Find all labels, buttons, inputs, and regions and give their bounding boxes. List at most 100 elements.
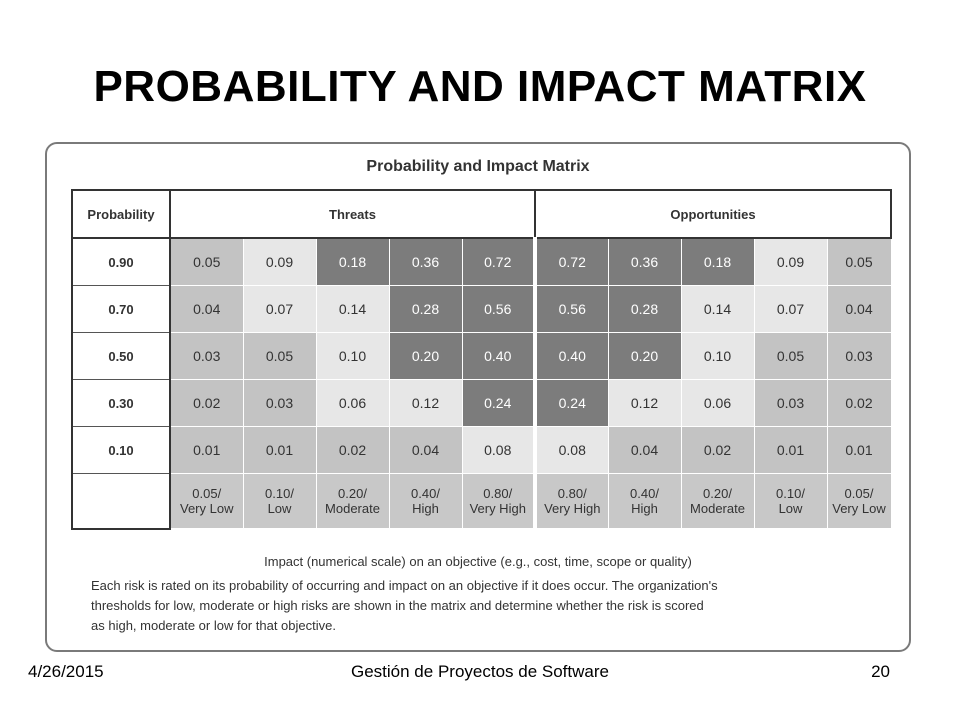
- threats-header: Threats: [169, 189, 536, 239]
- threat-score-cell: 0.40: [461, 332, 536, 380]
- footer-page-number: 20: [871, 662, 890, 681]
- threat-score-cell: 0.05: [242, 332, 317, 380]
- opportunity-score-cell: 0.04: [607, 426, 682, 474]
- threat-score-cell: 0.72: [461, 237, 536, 286]
- matrix-row: 0.30 0.02 0.03 0.06 0.12 0.24 0.24 0.12 0.06 0.03…: [71, 379, 892, 427]
- probability-value: 0.70: [71, 285, 171, 333]
- opportunity-score-cell: 0.02: [680, 426, 755, 474]
- threat-impact-label: 0.40/High: [388, 473, 463, 529]
- probability-value: 0.90: [71, 237, 171, 286]
- opportunity-impact-label: 0.20/Moderate: [680, 473, 755, 529]
- opportunity-score-cell: 0.36: [607, 237, 682, 286]
- impact-level-label: High: [631, 501, 658, 516]
- opportunity-impact-label: 0.40/High: [607, 473, 682, 529]
- opportunity-impact-label: 0.10/Low: [753, 473, 828, 529]
- threat-score-cell: 0.09: [242, 237, 317, 286]
- note-line: thresholds for low, moderate or high ris…: [91, 598, 704, 613]
- impact-level-label: Very Low: [180, 501, 234, 516]
- threat-score-cell: 0.20: [388, 332, 463, 380]
- threat-score-cell: 0.03: [169, 332, 244, 380]
- impact-value: 0.80/: [483, 486, 513, 501]
- opportunity-score-cell: 0.03: [826, 332, 892, 380]
- impact-value: 0.10/: [265, 486, 294, 501]
- threat-score-cell: 0.36: [388, 237, 463, 286]
- threat-score-cell: 0.10: [315, 332, 390, 380]
- impact-axis-caption: Impact (numerical scale) on an objective…: [264, 554, 692, 569]
- opportunities-header: Opportunities: [534, 189, 892, 239]
- opportunity-score-cell: 0.09: [753, 237, 828, 286]
- probability-header: Probability: [71, 189, 171, 239]
- threat-score-cell: 0.12: [388, 379, 463, 427]
- opportunity-score-cell: 0.72: [533, 237, 609, 286]
- impact-scale-row: 0.05/Very Low 0.10/Low 0.20/Moderate 0.40/H…: [71, 473, 892, 530]
- figure-title: Probability and Impact Matrix: [366, 158, 590, 175]
- threat-score-cell: 0.56: [461, 285, 536, 333]
- footer-course: Gestión de Proyectos de Software: [351, 662, 609, 681]
- threat-score-cell: 0.05: [169, 237, 244, 286]
- impact-level-label: Moderate: [690, 501, 745, 516]
- threat-score-cell: 0.28: [388, 285, 463, 333]
- threat-score-cell: 0.07: [242, 285, 317, 333]
- impact-value: 0.05/: [844, 486, 874, 501]
- explanatory-note: Each risk is rated on its probability of…: [91, 576, 891, 636]
- opportunity-score-cell: 0.02: [826, 379, 892, 427]
- threat-score-cell: 0.18: [315, 237, 390, 286]
- opportunity-score-cell: 0.03: [753, 379, 828, 427]
- threat-score-cell: 0.02: [169, 379, 244, 427]
- matrix-row: 0.10 0.01 0.01 0.02 0.04 0.08 0.08 0.04 0.02 0.01…: [71, 426, 892, 474]
- impact-level-label: Moderate: [325, 501, 380, 516]
- threat-score-cell: 0.04: [388, 426, 463, 474]
- opportunity-impact-label: 0.05/Very Low: [826, 473, 892, 529]
- probability-value: 0.50: [71, 332, 171, 380]
- threat-score-cell: 0.14: [315, 285, 390, 333]
- probability-value: 0.30: [71, 379, 171, 427]
- opportunity-score-cell: 0.10: [680, 332, 755, 380]
- threat-impact-label: 0.20/Moderate: [315, 473, 390, 529]
- threat-score-cell: 0.04: [169, 285, 244, 333]
- opportunity-score-cell: 0.04: [826, 285, 892, 333]
- opportunity-impact-label: 0.80/Very High: [533, 473, 609, 529]
- impact-value: 0.40/: [630, 486, 659, 501]
- note-line: as high, moderate or low for that object…: [91, 618, 336, 633]
- matrix-row: 0.50 0.03 0.05 0.10 0.20 0.40 0.40 0.20 0.10 0.05…: [71, 332, 892, 380]
- slide-title: PROBABILITY AND IMPACT MATRIX: [93, 62, 867, 111]
- probability-value: 0.10: [71, 426, 171, 474]
- opportunity-score-cell: 0.28: [607, 285, 682, 333]
- impact-value: 0.20/: [703, 486, 732, 501]
- threat-score-cell: 0.03: [242, 379, 317, 427]
- impact-level-label: High: [412, 501, 439, 516]
- matrix-row: 0.70 0.04 0.07 0.14 0.28 0.56 0.56 0.28 0.14 0.07…: [71, 285, 892, 333]
- impact-level-label: Low: [778, 501, 803, 516]
- opportunity-score-cell: 0.08: [533, 426, 609, 474]
- impact-level-label: Very High: [544, 501, 601, 516]
- empty-corner-cell: [71, 473, 171, 530]
- opportunity-score-cell: 0.56: [533, 285, 609, 333]
- matrix-figure: Probability and Impact Matrix Probabilit…: [45, 142, 911, 652]
- threat-score-cell: 0.06: [315, 379, 390, 427]
- threat-impact-label: 0.10/Low: [242, 473, 317, 529]
- matrix-row: 0.90 0.05 0.09 0.18 0.36 0.72 0.72 0.36 0.18 0.09…: [71, 237, 892, 286]
- opportunity-score-cell: 0.05: [826, 237, 892, 286]
- impact-value: 0.10/: [776, 486, 805, 501]
- opportunity-score-cell: 0.12: [607, 379, 682, 427]
- opportunity-score-cell: 0.06: [680, 379, 755, 427]
- opportunity-score-cell: 0.40: [533, 332, 609, 380]
- threat-score-cell: 0.24: [461, 379, 536, 427]
- threat-impact-label: 0.80/Very High: [461, 473, 536, 529]
- impact-level-label: Low: [267, 501, 292, 516]
- opportunity-score-cell: 0.07: [753, 285, 828, 333]
- impact-value: 0.05/: [192, 486, 222, 501]
- matrix-body: 0.90 0.05 0.09 0.18 0.36 0.72 0.72 0.36 0.18 0.09…: [71, 237, 892, 530]
- opportunity-score-cell: 0.01: [753, 426, 828, 474]
- impact-level-label: Very High: [469, 501, 526, 516]
- opportunity-score-cell: 0.14: [680, 285, 755, 333]
- threat-score-cell: 0.01: [169, 426, 244, 474]
- impact-level-label: Very Low: [832, 501, 886, 516]
- opportunity-score-cell: 0.05: [753, 332, 828, 380]
- opportunity-score-cell: 0.01: [826, 426, 892, 474]
- threat-score-cell: 0.01: [242, 426, 317, 474]
- probability-impact-table: Probability Threats Opportunities 0.90 0.…: [71, 189, 892, 530]
- impact-value: 0.20/: [338, 486, 367, 501]
- threat-impact-label: 0.05/Very Low: [169, 473, 244, 529]
- footer-date: 4/26/2015: [28, 662, 104, 681]
